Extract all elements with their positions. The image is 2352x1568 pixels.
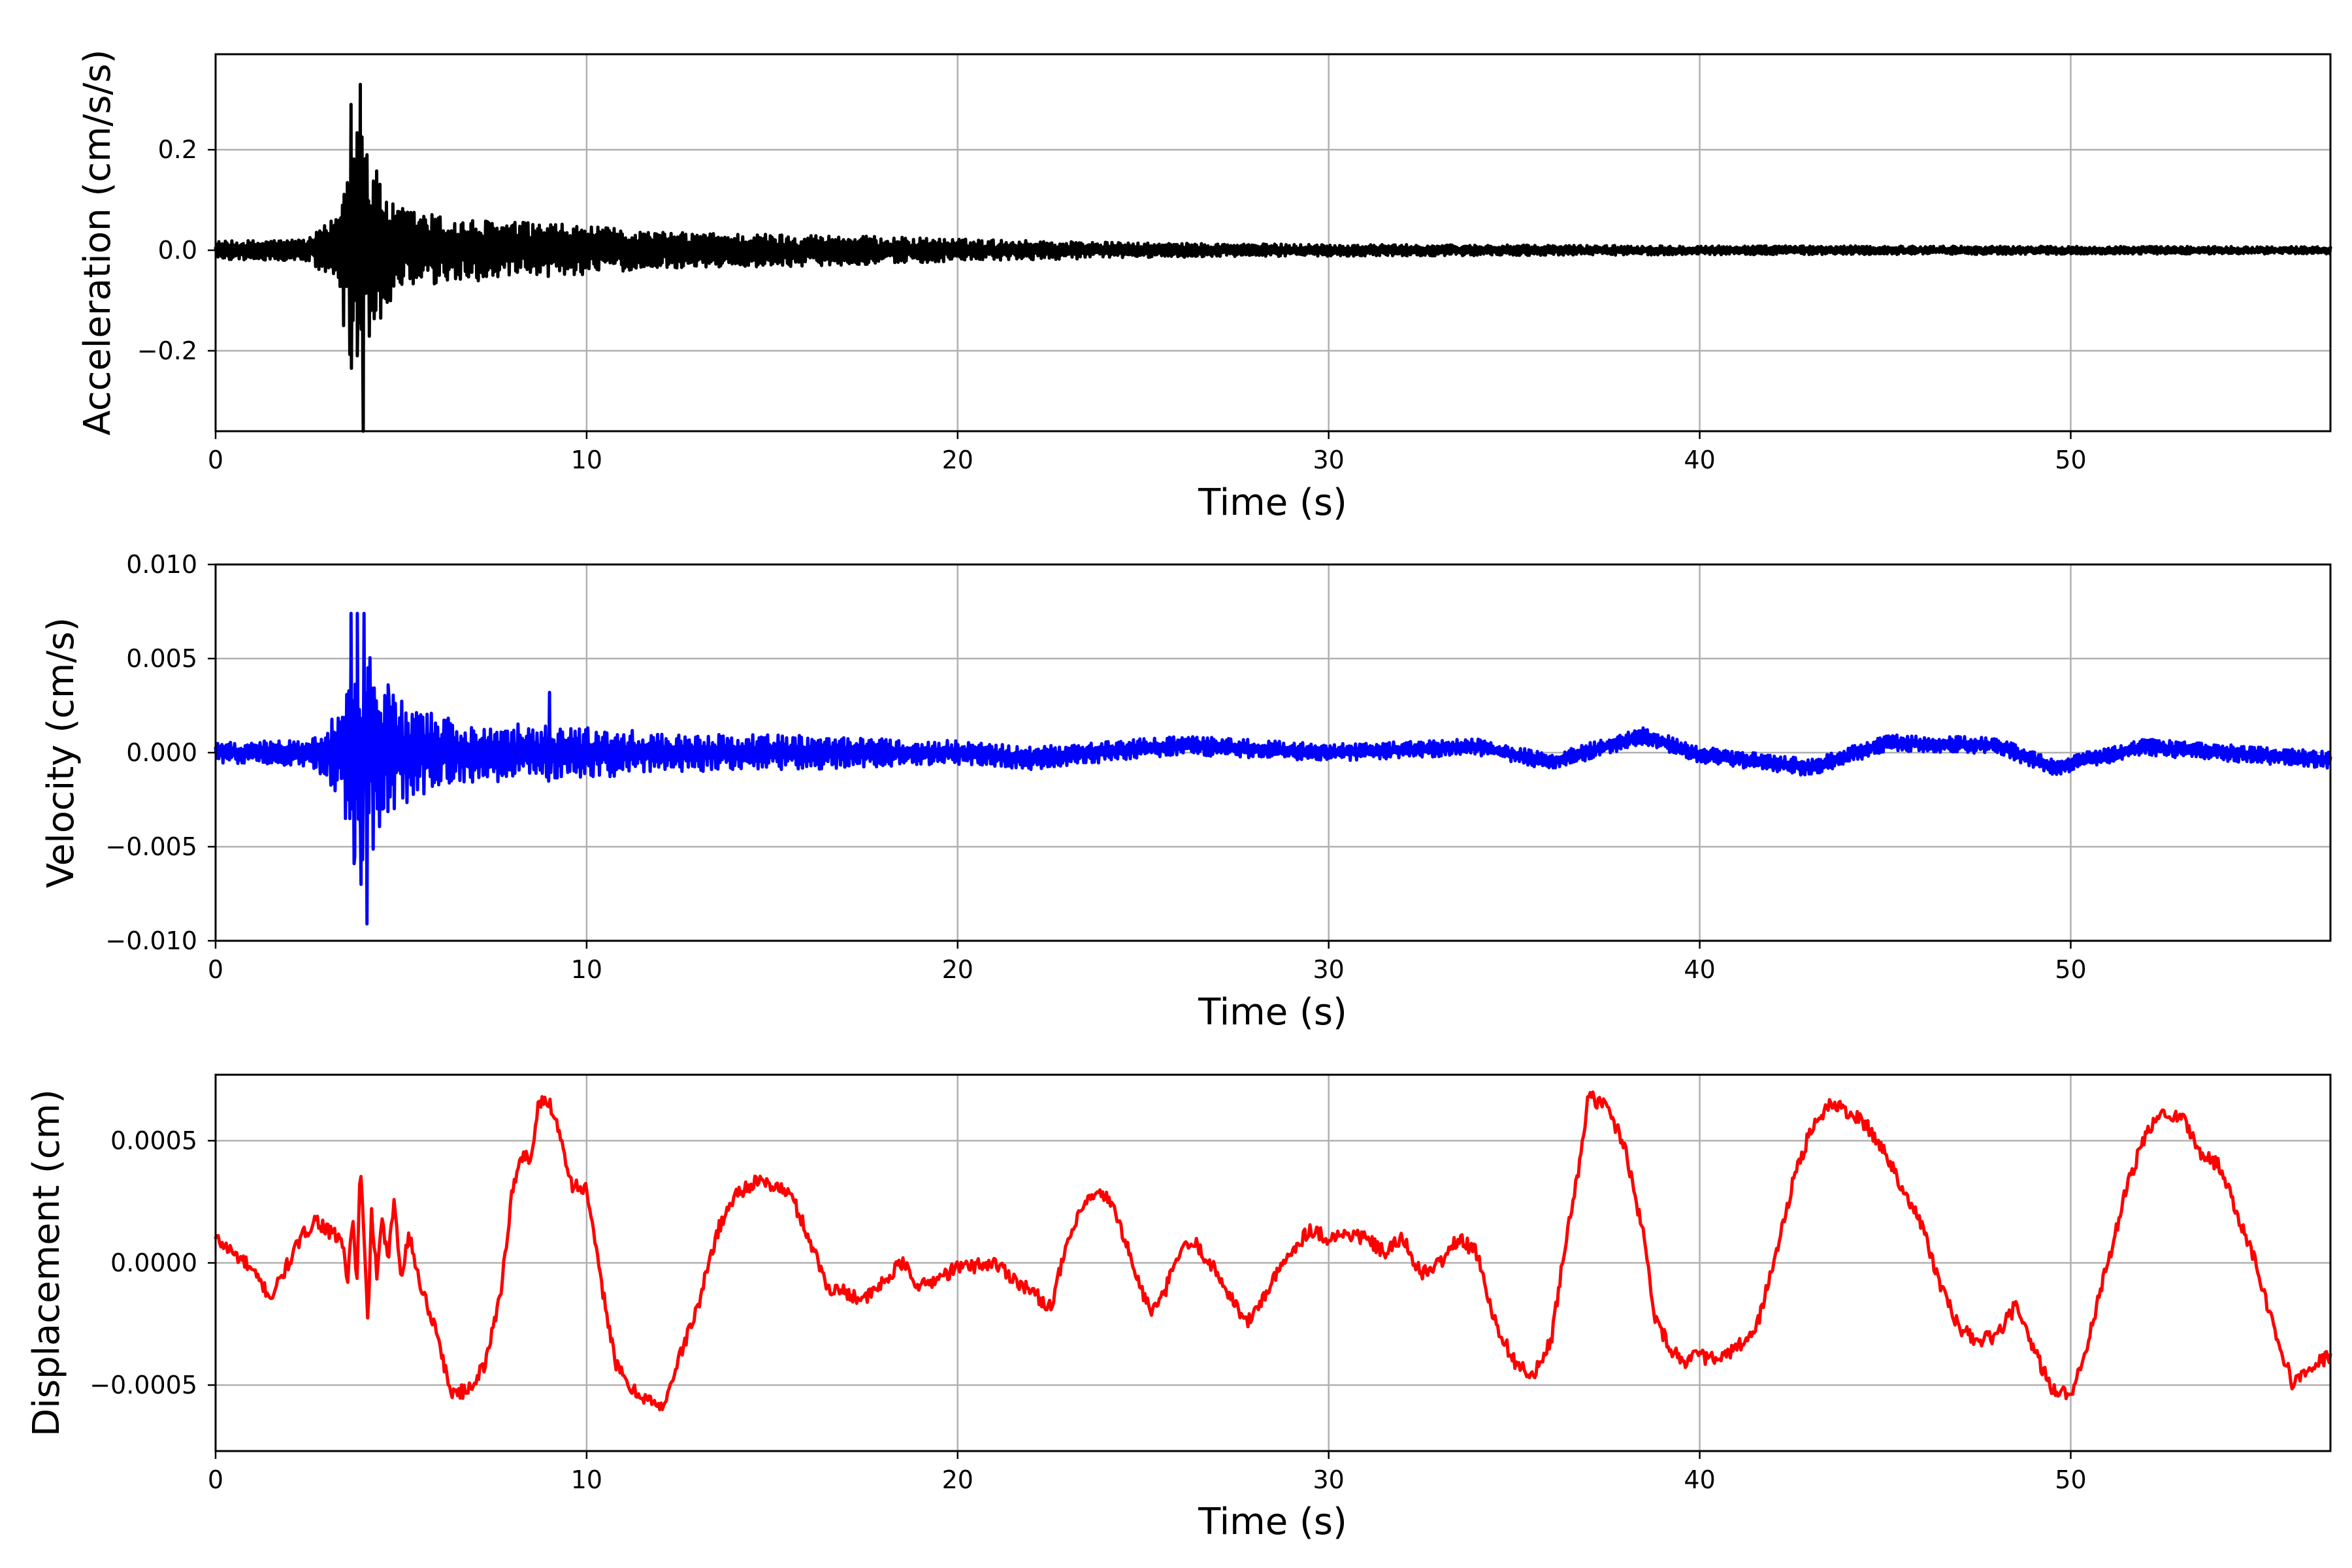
acceleration-x-tick-label: 0 [208, 446, 223, 474]
acceleration-y-tick-label: 0.0 [158, 236, 197, 265]
displacement-y-tick-label: 0.0005 [110, 1126, 197, 1155]
displacement-series-line [214, 1090, 2332, 1412]
velocity-x-tick-label: 40 [1684, 955, 1715, 984]
acceleration-plot-area [214, 53, 2332, 433]
acceleration-x-tick-label: 30 [1313, 446, 1345, 474]
velocity-x-tick-label: 20 [942, 955, 973, 984]
displacement-x-tick-label: 20 [942, 1465, 973, 1494]
acceleration-x-tick-label: 10 [571, 446, 602, 474]
velocity-y-tick-label: 0.000 [126, 738, 197, 767]
velocity-y-tick-label: 0.010 [126, 550, 197, 579]
velocity-x-tick-label: 0 [208, 955, 223, 984]
acceleration-ticks: 0 10 20 30 40 50 −0.2 0.0 0.2 [137, 135, 2087, 474]
velocity-x-tick-label: 10 [571, 955, 602, 984]
displacement-y-tick-label: 0.0000 [110, 1249, 197, 1277]
velocity-x-tick-label: 30 [1313, 955, 1345, 984]
velocity-series-line [214, 612, 2332, 926]
acceleration-panel: 0 10 20 30 40 50 −0.2 0.0 0.2 Time (s) Accelerat… [76, 50, 2332, 524]
acceleration-series-line [214, 82, 2332, 433]
velocity-panel: 0 10 20 30 40 50 −0.010 −0.005 0.000 0.005 0.010 T… [40, 550, 2332, 1034]
displacement-gridlines [216, 1075, 2330, 1451]
acceleration-series [214, 82, 2332, 433]
acceleration-y-axis-label: Acceleration (cm/s/s) [76, 50, 119, 436]
acceleration-x-tick-label: 20 [942, 446, 973, 474]
velocity-y-tick-label: −0.010 [105, 926, 197, 955]
displacement-x-tick-label: 40 [1684, 1465, 1715, 1494]
displacement-x-tick-label: 0 [208, 1465, 223, 1494]
acceleration-x-tick-label: 40 [1684, 446, 1715, 474]
displacement-x-axis-label: Time (s) [1198, 1501, 1347, 1543]
velocity-y-tick-label: 0.005 [126, 644, 197, 673]
displacement-y-tick-label: −0.0005 [90, 1371, 197, 1399]
velocity-series [214, 612, 2332, 926]
acceleration-x-axis-label: Time (s) [1198, 482, 1347, 524]
displacement-series [214, 1090, 2332, 1412]
acceleration-y-tick-label: 0.2 [158, 135, 197, 164]
displacement-x-tick-label: 50 [2055, 1465, 2086, 1494]
velocity-y-tick-label: −0.005 [105, 832, 197, 861]
acceleration-y-tick-label: −0.2 [137, 336, 197, 365]
acceleration-x-tick-label: 50 [2055, 446, 2086, 474]
velocity-y-axis-label: Velocity (cm/s) [40, 617, 82, 889]
displacement-x-tick-label: 30 [1313, 1465, 1345, 1494]
velocity-x-tick-label: 50 [2055, 955, 2086, 984]
velocity-ticks: 0 10 20 30 40 50 −0.010 −0.005 0.000 0.005 0.010 [105, 550, 2086, 984]
velocity-x-axis-label: Time (s) [1198, 991, 1347, 1034]
displacement-y-axis-label: Displacement (cm) [25, 1089, 68, 1437]
displacement-x-tick-label: 10 [571, 1465, 602, 1494]
displacement-ticks: 0 10 20 30 40 50 −0.0005 0.0000 0.0005 [90, 1126, 2086, 1494]
